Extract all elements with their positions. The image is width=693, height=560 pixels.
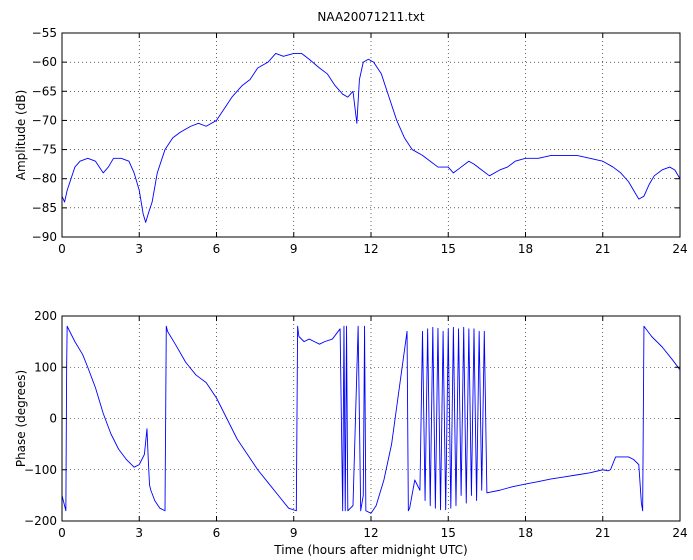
amplitude-plot: 0 3 6 9 12 15 18 21 24 −90 −85 −80 −75 −70 −65 −60 −55 NA… bbox=[14, 10, 688, 256]
x-axis-label: Time (hours after midnight UTC) bbox=[273, 543, 467, 557]
y-tick-label: −80 bbox=[32, 172, 57, 186]
x-tick-label: 3 bbox=[135, 526, 143, 540]
y-tick-label: −100 bbox=[24, 463, 57, 477]
x-tick-label: 9 bbox=[290, 242, 298, 256]
y-tick-label: −90 bbox=[32, 230, 57, 244]
amplitude-series-line bbox=[61, 52, 681, 223]
x-tick-label: 3 bbox=[135, 242, 143, 256]
x-tick-label: 21 bbox=[595, 526, 610, 540]
y-tick-label: −200 bbox=[24, 514, 57, 528]
y-axis-label: Phase (degrees) bbox=[14, 370, 28, 467]
chart-title: NAA20071211.txt bbox=[317, 10, 424, 24]
x-tick-label: 18 bbox=[518, 242, 533, 256]
x-tick-label: 6 bbox=[213, 242, 221, 256]
phase-series-line bbox=[61, 325, 681, 514]
x-tick-label: 24 bbox=[672, 242, 687, 256]
x-tick-label: 18 bbox=[518, 526, 533, 540]
y-tick-label: −75 bbox=[32, 143, 57, 157]
x-tick-label: 12 bbox=[363, 242, 378, 256]
x-tick-label: 15 bbox=[441, 526, 456, 540]
x-tick-label: 0 bbox=[58, 526, 66, 540]
y-tick-label: −55 bbox=[32, 26, 57, 40]
y-axis-label: Amplitude (dB) bbox=[14, 90, 28, 181]
x-tick-label: 21 bbox=[595, 242, 610, 256]
x-tick-label: 12 bbox=[363, 526, 378, 540]
axes-frame bbox=[61, 32, 681, 238]
y-tick-label: −85 bbox=[32, 201, 57, 215]
x-tick-label: 6 bbox=[213, 526, 221, 540]
y-tick-label: −60 bbox=[32, 55, 57, 69]
y-tick-label: 0 bbox=[49, 412, 57, 426]
x-tick-label: 0 bbox=[58, 242, 66, 256]
x-tick-label: 9 bbox=[290, 526, 298, 540]
x-tick-label: 24 bbox=[672, 526, 687, 540]
x-tick-label: 15 bbox=[441, 242, 456, 256]
phase-plot: 0 3 6 9 12 15 18 21 24 −200 −100 0 100 200 Phase (degr… bbox=[14, 309, 688, 557]
y-tick-label: −65 bbox=[32, 84, 57, 98]
y-tick-label: −70 bbox=[32, 113, 57, 127]
y-tick-label: 200 bbox=[34, 309, 57, 323]
y-tick-label: 100 bbox=[34, 360, 57, 374]
